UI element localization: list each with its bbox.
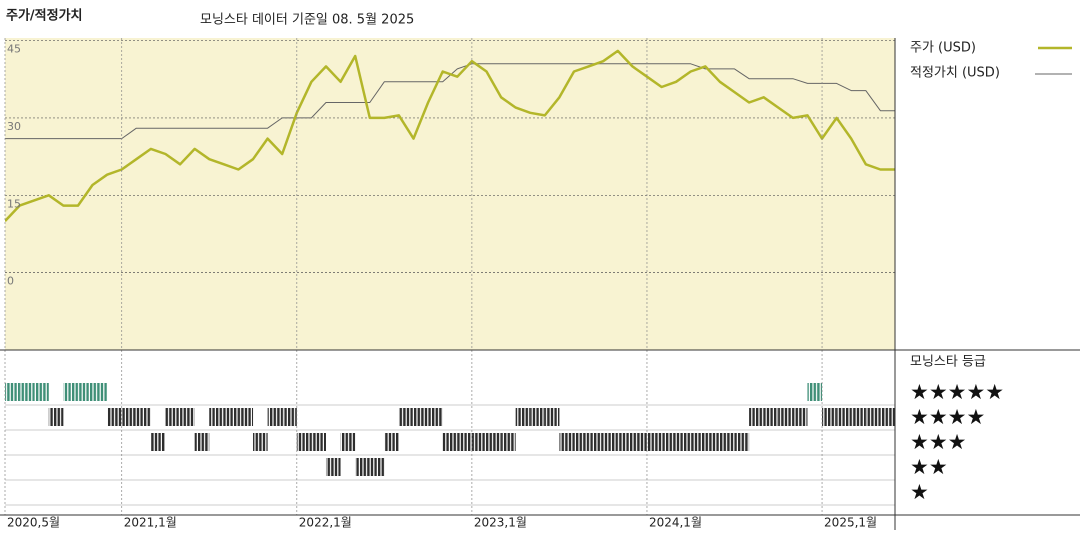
rating-bar xyxy=(471,433,487,451)
rating-bar xyxy=(253,433,268,451)
series-line xyxy=(5,49,895,222)
rating-bar xyxy=(369,458,385,476)
rating-bar xyxy=(442,433,458,451)
rating-bar xyxy=(340,433,356,451)
rating-bar xyxy=(530,408,545,426)
rating-bar xyxy=(209,408,224,426)
plot-background xyxy=(5,38,895,350)
rating-bar xyxy=(588,433,604,451)
rating-bar xyxy=(617,433,633,451)
price-plot xyxy=(5,40,895,273)
rating-bar xyxy=(267,408,283,426)
legend-label: 주가 (USD) xyxy=(910,41,976,56)
overlay: 0 15 30 45 2020,5월 2021,1월 2022,1월 2023,1월 2024,… xyxy=(4,38,1072,530)
rating-label: ★★ xyxy=(910,455,948,479)
rating-bar xyxy=(63,383,78,401)
x-tick-label: 2025,1월 xyxy=(824,516,877,530)
rating-bar xyxy=(807,383,823,401)
rating-bar xyxy=(763,408,779,426)
rating-bar xyxy=(355,458,370,476)
rating-bar xyxy=(457,433,472,451)
rating-bar xyxy=(77,383,93,401)
rating-bar xyxy=(311,433,326,451)
legend-label: 적정가치 (USD) xyxy=(910,66,1000,81)
rating-bar xyxy=(880,408,895,426)
rating-bar xyxy=(121,408,137,426)
rating-bar xyxy=(676,433,691,451)
x-tick-label: 2024,1월 xyxy=(649,516,702,530)
rating-bar xyxy=(92,383,108,401)
x-tick-label: 2022,1월 xyxy=(299,516,352,530)
x-tick-label: 2023,1월 xyxy=(474,516,527,530)
chart-subtitle: 모닝스타 데이터 기준일 08. 5월 2025 xyxy=(200,13,414,28)
rating-bar xyxy=(690,433,706,451)
rating-bar xyxy=(661,433,677,451)
rating-bar xyxy=(150,433,166,451)
rating-bar xyxy=(501,433,516,451)
rating-bar xyxy=(34,383,49,401)
rating-bar xyxy=(325,458,341,476)
rating-bar xyxy=(19,383,35,401)
rating-bar xyxy=(646,433,662,451)
rating-label: ★ xyxy=(910,480,929,504)
rating-bar xyxy=(515,408,531,426)
rating-bar xyxy=(705,433,720,451)
rating-bar xyxy=(48,408,64,426)
rating-label: ★★★★ xyxy=(910,405,985,429)
rating-bar xyxy=(296,433,312,451)
rating-bar xyxy=(792,408,808,426)
rating-bar xyxy=(428,408,443,426)
rating-bar xyxy=(603,433,618,451)
rating-label: ★★★★★ xyxy=(910,380,1004,404)
y-tick-label: 15 xyxy=(7,197,21,210)
rating-bar xyxy=(486,433,502,451)
rating-bar xyxy=(719,433,735,451)
chart-title: 주가/적정가치 xyxy=(6,8,83,24)
x-tick-label: 2020,5월 xyxy=(7,516,60,530)
rating-title: 모닝스타 등급 xyxy=(910,355,986,370)
rating-bar xyxy=(734,433,750,451)
rating-bar xyxy=(223,408,239,426)
y-tick-label: 30 xyxy=(7,120,21,133)
rating-bar xyxy=(107,408,122,426)
rating-bar xyxy=(165,408,181,426)
rating-bar xyxy=(413,408,429,426)
rating-bar xyxy=(384,433,399,451)
rating-plot xyxy=(5,383,910,506)
rating-bar xyxy=(398,408,414,426)
rating-bar xyxy=(194,433,210,451)
rating-bar xyxy=(895,408,910,426)
rating-bar xyxy=(544,408,560,426)
rating-bar xyxy=(282,408,297,426)
rating-bar xyxy=(836,408,852,426)
y-tick-label: 0 xyxy=(7,275,14,288)
rating-bar xyxy=(632,433,647,451)
rating-bar xyxy=(778,408,793,426)
rating-bar xyxy=(136,408,151,426)
rating-label: ★★★ xyxy=(910,430,966,454)
y-tick-label: 45 xyxy=(7,43,21,56)
rating-bar xyxy=(865,408,881,426)
rating-bar xyxy=(180,408,195,426)
rating-bar xyxy=(749,408,764,426)
rating-bar xyxy=(5,383,20,401)
rating-bar xyxy=(574,433,589,451)
rating-bar xyxy=(238,408,254,426)
x-tick-label: 2021,1월 xyxy=(124,516,177,530)
rating-bar xyxy=(851,408,866,426)
rating-bar xyxy=(822,408,837,426)
rating-bar xyxy=(559,433,575,451)
